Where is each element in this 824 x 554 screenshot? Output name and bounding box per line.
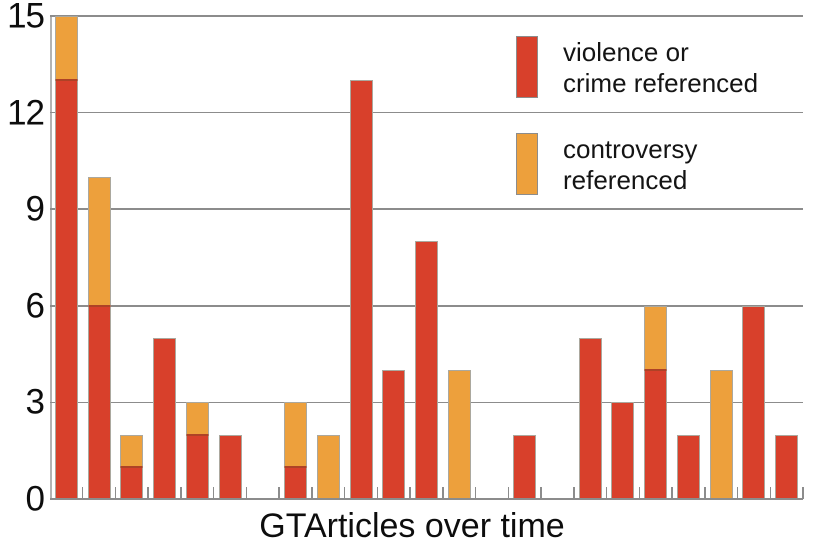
gridline-12 (50, 111, 803, 114)
legend-label-line: controversy (563, 134, 698, 164)
bar-segment-controversy (54, 16, 78, 81)
bar-slot-20 (676, 434, 700, 499)
bar-slot-1 (54, 16, 78, 499)
x-axis-tick (114, 487, 117, 499)
legend-swatch-red (516, 36, 538, 98)
bar-segment-controversy (284, 402, 308, 467)
y-axis-tick-label: 15 (7, 0, 45, 36)
legend-label-controversy: controversy referenced (563, 133, 697, 196)
bar-segment-violence-or-crime (284, 466, 308, 499)
y-axis-line (50, 16, 52, 500)
x-axis-tick (769, 487, 771, 499)
bar-slot-13 (447, 370, 471, 499)
y-axis-tick-label: 6 (25, 286, 45, 326)
gridline-9 (50, 208, 803, 210)
bar-segment-violence-or-crime (611, 402, 635, 499)
gridline-15 (50, 15, 803, 17)
bar-segment-controversy (185, 402, 209, 435)
bar-slot-10 (349, 80, 373, 499)
bar-segment-violence-or-crime (644, 370, 668, 499)
bar-slot-18 (611, 402, 635, 499)
y-axis-tick-label: 9 (25, 189, 45, 229)
legend-label-line: violence or (563, 37, 689, 67)
bar-slot-8 (284, 402, 308, 499)
bar-slot-6 (218, 434, 242, 499)
legend-item-violence-or-crime: violence or crime referenced (516, 36, 758, 99)
bar-segment-violence-or-crime (742, 305, 766, 499)
bar-slot-22 (742, 305, 766, 499)
bar-segment-violence-or-crime (415, 241, 438, 499)
bar-slot-17 (578, 338, 602, 499)
bar-segment-violence-or-crime (153, 338, 177, 499)
bar-segment-violence-or-crime (87, 305, 111, 499)
y-axis-tick-label: 0 (25, 479, 45, 519)
bar-slot-23 (775, 434, 799, 499)
bar-slot-15 (513, 434, 537, 499)
legend-label-line: referenced (563, 165, 688, 195)
bar-segment-violence-or-crime (382, 370, 406, 499)
bar-segment-violence-or-crime (349, 80, 373, 499)
legend-label-line: crime referenced (563, 68, 759, 98)
bar-slot-2 (87, 177, 111, 499)
plot-area: violence or crime referenced controversy… (50, 15, 804, 500)
bar-slot-19 (644, 305, 668, 499)
bar-segment-controversy (120, 434, 144, 467)
x-axis-tick (474, 487, 477, 499)
legend: violence or crime referenced controversy… (516, 36, 758, 196)
bar-slot-4 (153, 338, 177, 499)
x-axis-tick (81, 487, 84, 499)
bar-segment-violence-or-crime (578, 338, 602, 499)
bar-segment-violence-or-crime (676, 434, 700, 499)
x-axis-tick (802, 487, 804, 499)
x-axis-tick (147, 487, 149, 499)
x-axis-tick (278, 487, 280, 499)
x-axis-line (50, 498, 803, 500)
x-axis-tick (671, 487, 673, 499)
bar-segment-violence-or-crime (54, 80, 78, 499)
bar-slot-5 (185, 402, 209, 499)
legend-swatch-orange (516, 133, 538, 195)
bar-segment-violence-or-crime (185, 434, 209, 499)
bar-slot-9 (316, 434, 340, 499)
x-axis-tick (343, 487, 346, 499)
x-axis-tick (638, 487, 641, 499)
x-axis-tick (442, 487, 444, 499)
x-axis-tick (212, 487, 215, 499)
y-axis-tick-label: 12 (7, 93, 45, 133)
bar-slot-21 (709, 370, 733, 499)
x-axis-tick (409, 487, 411, 499)
bar-segment-controversy (644, 305, 668, 371)
x-axis-tick (245, 487, 248, 499)
x-axis-tick (704, 487, 706, 499)
bar-segment-violence-or-crime (775, 434, 799, 499)
bar-segment-controversy (316, 434, 340, 499)
bar-segment-controversy (447, 370, 471, 499)
x-axis-tick (507, 487, 510, 499)
x-axis-tick (605, 487, 608, 499)
bar-slot-11 (382, 370, 406, 499)
bar-segment-controversy (87, 177, 111, 306)
x-axis-tick (540, 487, 542, 499)
x-axis-tick (376, 487, 379, 499)
bar-segment-violence-or-crime (218, 434, 242, 499)
x-axis-tick (311, 487, 313, 499)
legend-item-controversy: controversy referenced (516, 133, 758, 196)
x-axis-title: GTArticles over time (259, 507, 565, 545)
bar-slot-12 (415, 241, 438, 499)
y-axis-tick-label: 3 (25, 382, 45, 422)
x-axis-tick (736, 487, 739, 499)
bar-segment-violence-or-crime (513, 434, 537, 499)
bar-slot-3 (120, 434, 144, 499)
x-axis-tick (573, 487, 575, 499)
bar-segment-violence-or-crime (120, 466, 144, 499)
bar-segment-controversy (709, 370, 733, 499)
x-axis-tick (180, 487, 182, 499)
legend-label-violence-or-crime: violence or crime referenced (563, 36, 758, 99)
